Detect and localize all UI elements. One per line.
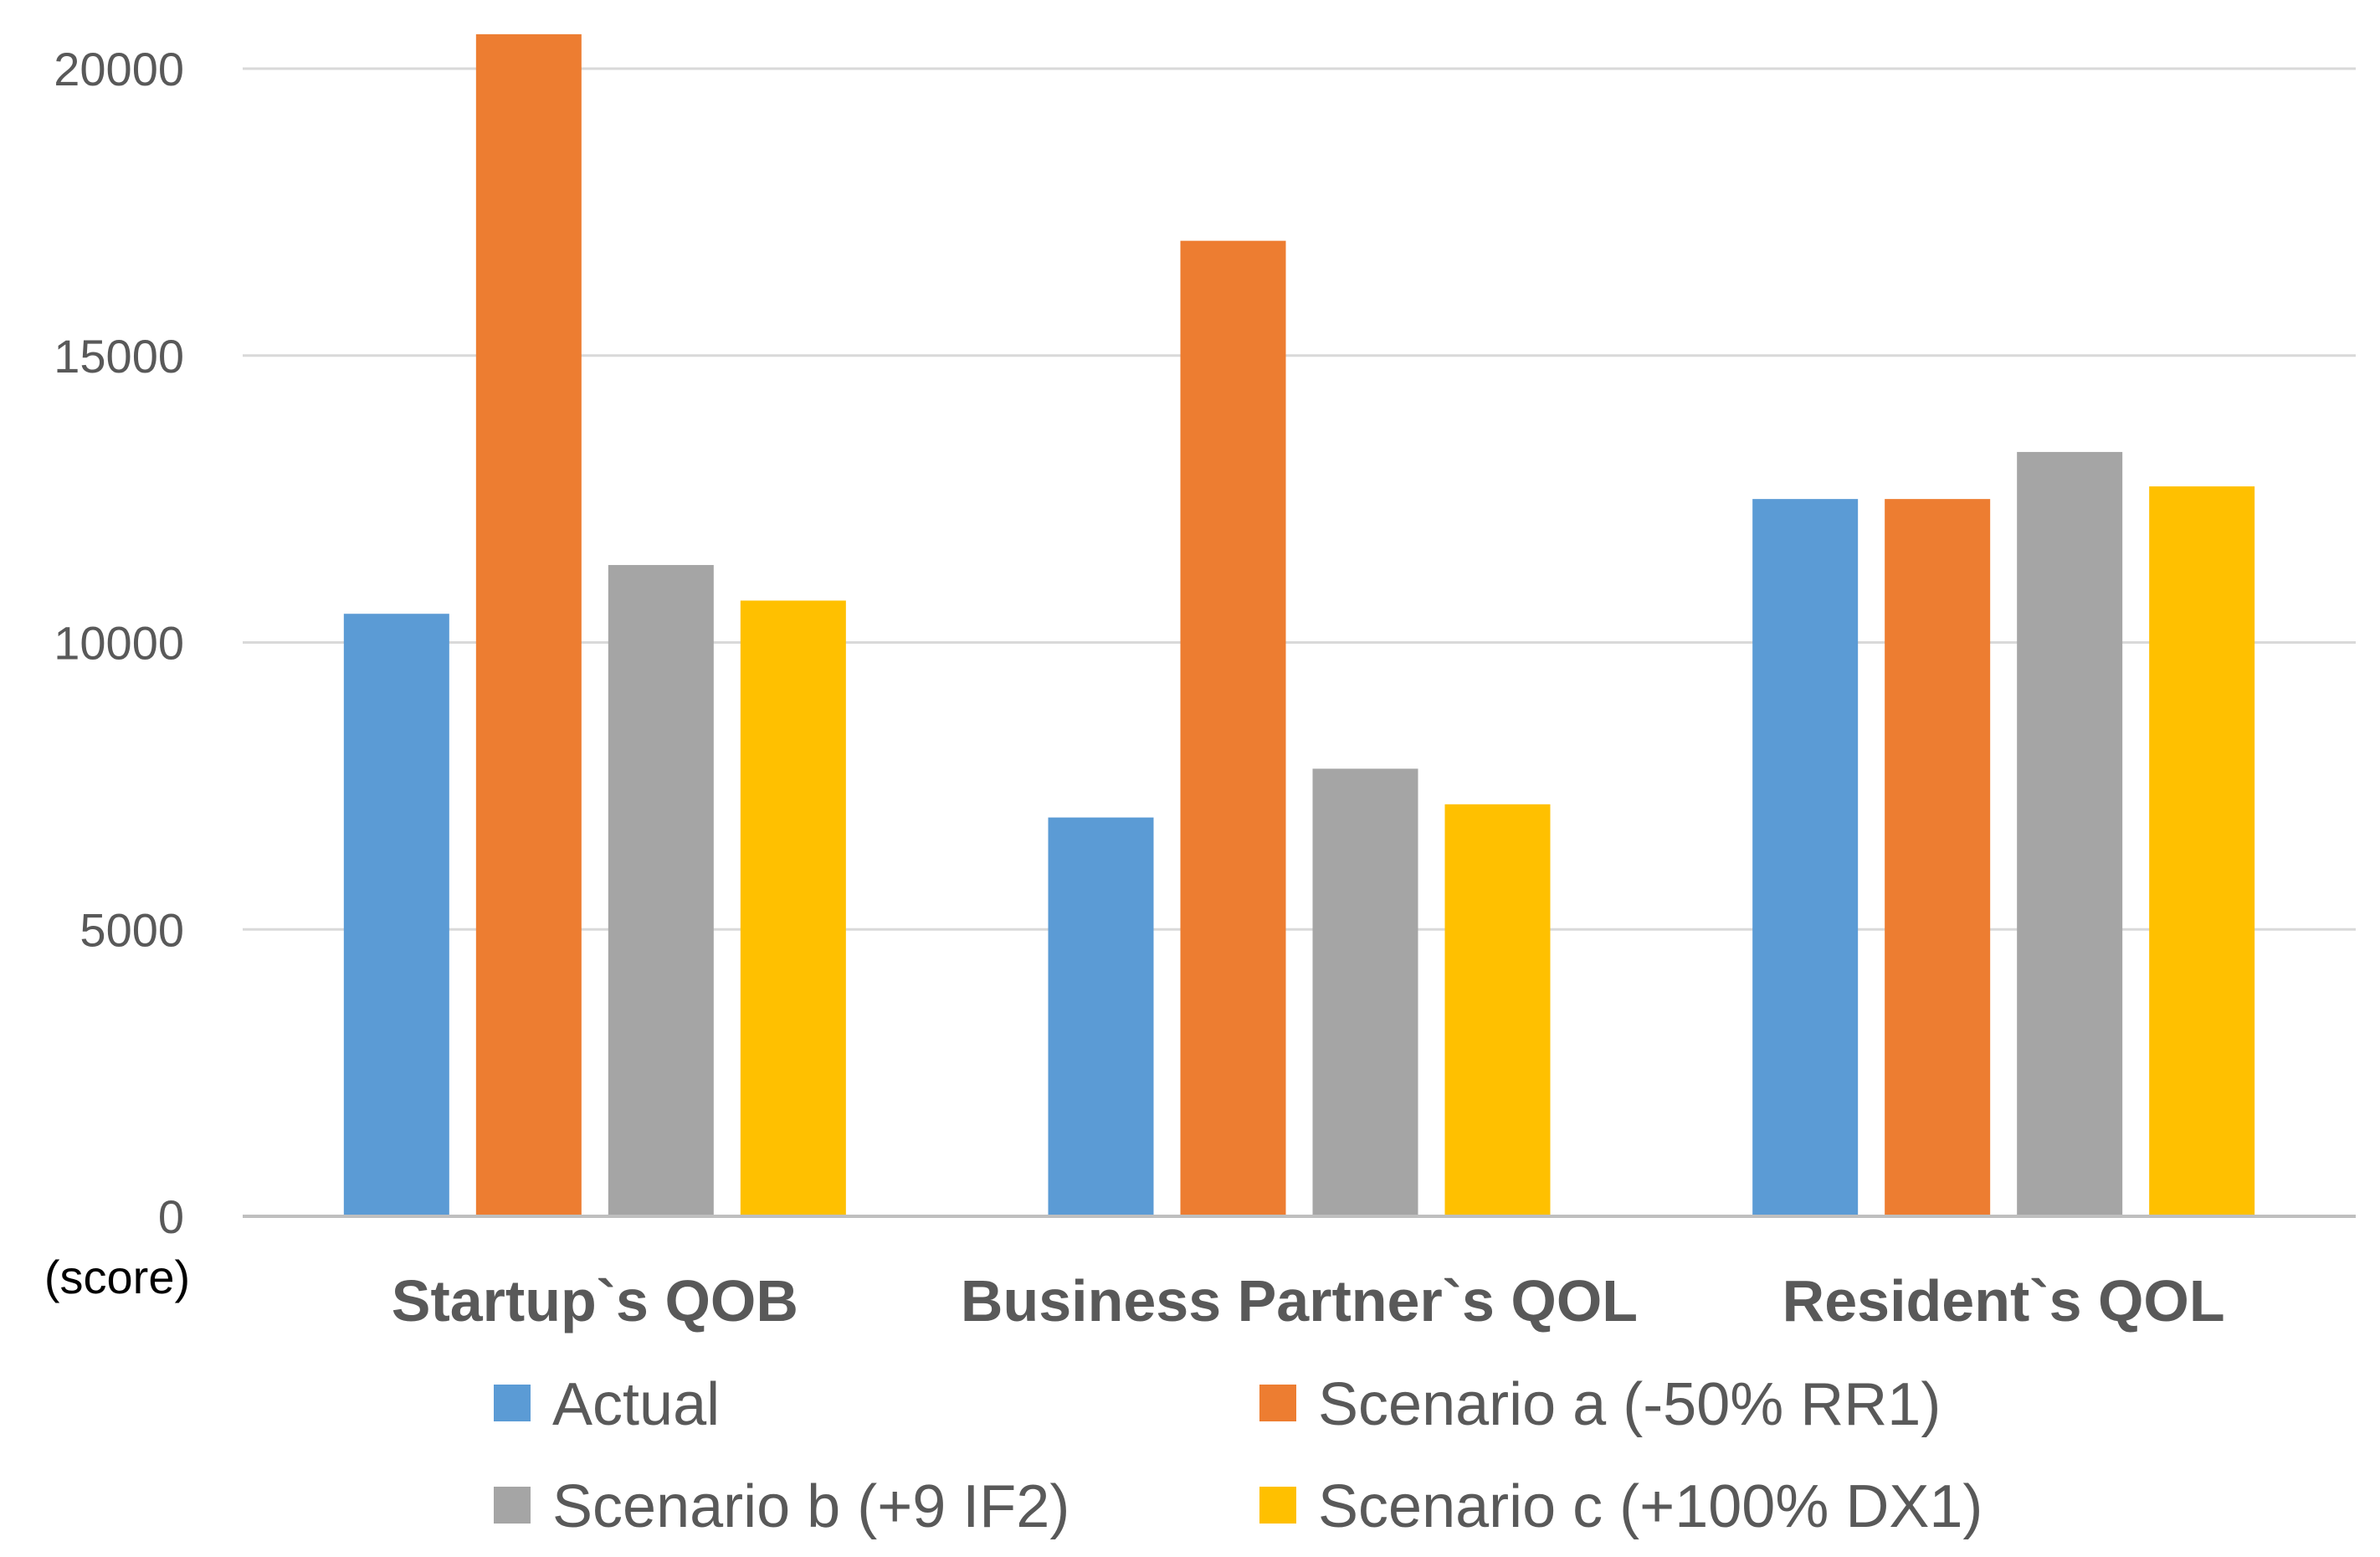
y-tick-label: 5000 xyxy=(80,903,184,956)
bar xyxy=(1048,817,1154,1216)
category-label: Startup`s QOB xyxy=(392,1268,798,1333)
legend-label: Scenario b (+9 IF2) xyxy=(552,1473,1069,1540)
category-label: Business Partner`s QOL xyxy=(961,1268,1638,1333)
legend-label: Actual xyxy=(552,1371,720,1438)
gridlines xyxy=(243,67,2356,931)
y-tick-label: 15000 xyxy=(54,330,184,383)
bar xyxy=(343,614,449,1216)
category-labels: Startup`s QOB Business Partner`s QOL Resid… xyxy=(392,1268,2225,1333)
bar xyxy=(740,600,846,1216)
category-label: Resident`s QOL xyxy=(1782,1268,2225,1333)
legend-swatch xyxy=(1259,1487,1296,1524)
bars xyxy=(343,33,2255,1217)
legend-swatch xyxy=(494,1487,531,1524)
y-tick-label: 20000 xyxy=(54,43,184,95)
bar xyxy=(608,564,714,1216)
legend-swatch xyxy=(1259,1385,1296,1421)
y-tick-label: 10000 xyxy=(54,617,184,670)
legend: Actual Scenario a (-50% RR1) Scenario b (+… xyxy=(494,1371,1982,1540)
bar xyxy=(475,33,582,1217)
bar xyxy=(1752,499,1859,1216)
bar xyxy=(2149,486,2255,1216)
y-unit-label: (score) xyxy=(44,1251,190,1303)
bar xyxy=(1312,768,1418,1216)
bar xyxy=(1180,240,1286,1216)
legend-label: Scenario c (+100% DX1) xyxy=(1318,1473,1982,1540)
y-tick-label: 0 xyxy=(158,1190,184,1243)
bar xyxy=(2017,451,2123,1216)
bar xyxy=(1444,804,1551,1216)
bar xyxy=(1885,499,1991,1216)
legend-label: Scenario a (-50% RR1) xyxy=(1318,1371,1941,1438)
legend-swatch xyxy=(494,1385,531,1421)
y-tick-labels: 0 5000 10000 15000 20000 xyxy=(54,43,184,1243)
